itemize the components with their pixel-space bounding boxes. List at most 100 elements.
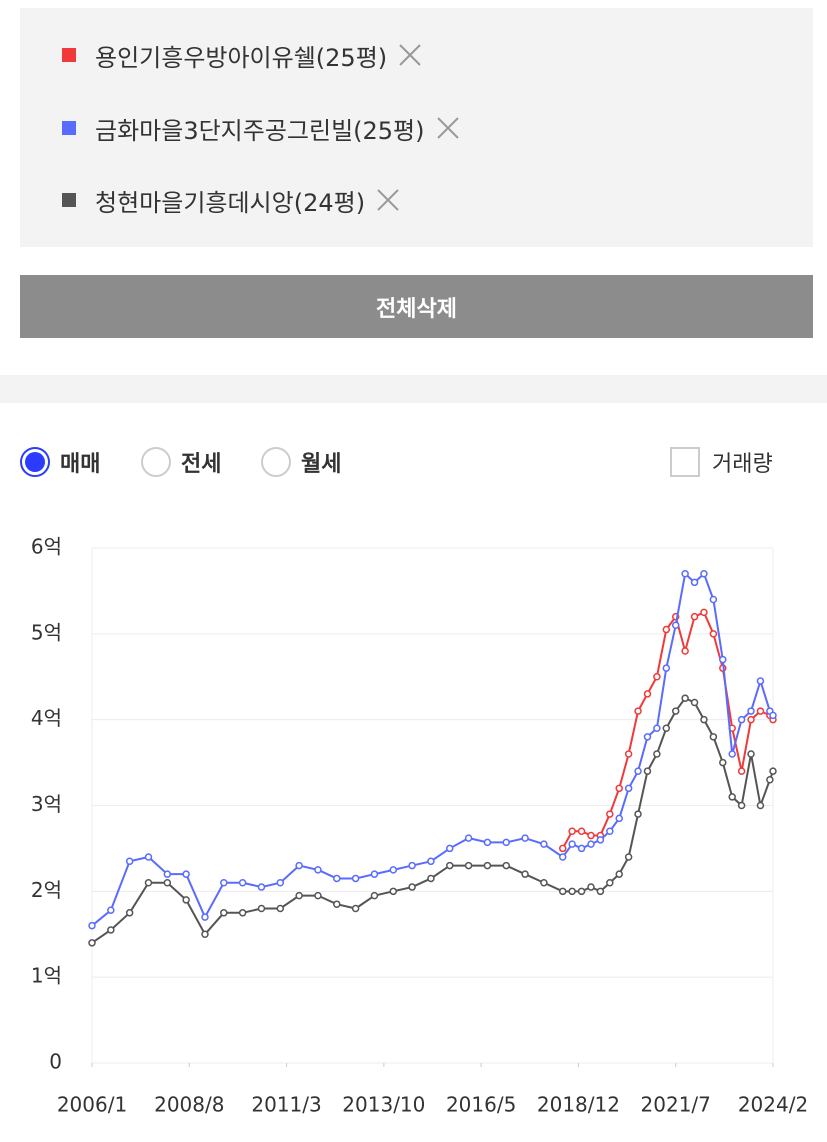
color-marker (62, 193, 76, 207)
x-tick-label: 2011/3 (251, 1093, 321, 1117)
data-point (389, 866, 398, 874)
x-tick-label: 2006/1 (57, 1093, 127, 1117)
delete-all-button[interactable]: 전체삭제 (20, 275, 813, 338)
y-tick-label: 6억 (31, 535, 62, 559)
data-point (408, 883, 416, 891)
data-point (483, 861, 492, 870)
checkbox[interactable] (670, 447, 700, 477)
y-tick-label: 1억 (31, 964, 62, 988)
item-label: 청현마을기흥데시앙(24평) (95, 188, 366, 217)
data-point (756, 707, 765, 715)
data-point (728, 750, 736, 758)
x-tick-label: 2024/2 (738, 1093, 808, 1117)
data-point (719, 655, 727, 664)
data-point (690, 612, 699, 621)
data-point (587, 840, 595, 848)
data-point (568, 840, 576, 848)
data-point (700, 608, 708, 617)
data-point (624, 784, 633, 793)
data-point (747, 715, 755, 724)
data-point (238, 879, 247, 887)
data-point (615, 814, 623, 823)
data-point (558, 844, 567, 853)
data-point (257, 904, 266, 913)
remove-icon[interactable] (397, 42, 423, 68)
radio-label[interactable]: 월세 (301, 452, 342, 477)
data-point (700, 715, 708, 724)
data-point (257, 883, 266, 891)
data-point (370, 870, 379, 878)
data-point (643, 690, 652, 698)
radio[interactable] (20, 447, 50, 477)
data-point (276, 879, 285, 887)
data-point (737, 715, 746, 724)
data-point (737, 767, 746, 775)
data-point (671, 707, 680, 715)
data-point (568, 827, 576, 835)
data-point (370, 891, 379, 900)
radio[interactable] (261, 447, 291, 477)
x-tick-label: 2016/5 (446, 1093, 516, 1117)
data-point (624, 853, 633, 861)
y-tick-label: 4억 (31, 706, 62, 730)
data-point (719, 758, 727, 767)
checkbox-option[interactable]: 거래량 (670, 442, 773, 482)
data-point (540, 840, 548, 848)
data-point (643, 767, 652, 775)
data-point (389, 887, 398, 896)
data-point (769, 767, 777, 775)
data-point (690, 578, 699, 587)
data-point (690, 698, 699, 707)
data-point (333, 874, 341, 883)
data-point (634, 767, 642, 775)
data-point (737, 801, 746, 810)
remove-icon[interactable] (435, 115, 461, 141)
y-tick-label: 0 (49, 1050, 62, 1074)
data-point (446, 861, 454, 870)
data-point (333, 900, 341, 908)
item-label: 용인기흥우방아이유쉘(25평) (95, 43, 388, 72)
data-point (314, 891, 322, 900)
data-point (577, 844, 586, 853)
x-tick-label: 2013/10 (342, 1093, 425, 1117)
data-point (182, 896, 190, 904)
data-point (182, 870, 190, 878)
radio-option[interactable]: 월세 (261, 442, 341, 482)
data-point (756, 801, 765, 810)
data-point (88, 939, 96, 947)
checkbox-label[interactable]: 거래량 (712, 452, 773, 477)
data-point (521, 834, 529, 842)
y-tick-label: 3억 (31, 792, 62, 816)
radio-label[interactable]: 매매 (60, 452, 101, 477)
data-point (709, 733, 718, 741)
data-point (643, 733, 652, 741)
compare-panel: 용인기흥우방아이유쉘(25평) 금화마을3단지주공그린빌(25평) 청현마을기흥… (20, 8, 813, 247)
data-point (766, 776, 774, 784)
data-point (587, 883, 595, 891)
data-point (220, 879, 228, 887)
data-point (464, 861, 473, 870)
data-point (408, 861, 416, 870)
remove-icon[interactable] (375, 187, 401, 213)
data-point (144, 879, 153, 887)
x-tick-label: 2021/7 (641, 1093, 711, 1117)
data-point (681, 694, 689, 702)
data-point (596, 836, 605, 844)
data-point (662, 664, 671, 672)
radio-option[interactable]: 매매 (20, 442, 100, 482)
radio[interactable] (141, 447, 171, 477)
data-point (662, 724, 671, 732)
y-tick-label: 5억 (31, 620, 62, 644)
radio-label[interactable]: 전세 (181, 452, 222, 477)
radio-option[interactable]: 전세 (141, 442, 221, 482)
data-point (540, 879, 548, 887)
x-tick-label: 2008/8 (154, 1093, 224, 1117)
data-point (568, 887, 576, 896)
item-label: 금화마을3단지주공그린빌(25평) (95, 116, 425, 145)
data-point (596, 887, 605, 896)
data-point (558, 853, 567, 861)
series-line (91, 571, 774, 927)
data-point (502, 861, 510, 870)
compare-item: 청현마을기흥데시앙(24평) (20, 180, 401, 220)
